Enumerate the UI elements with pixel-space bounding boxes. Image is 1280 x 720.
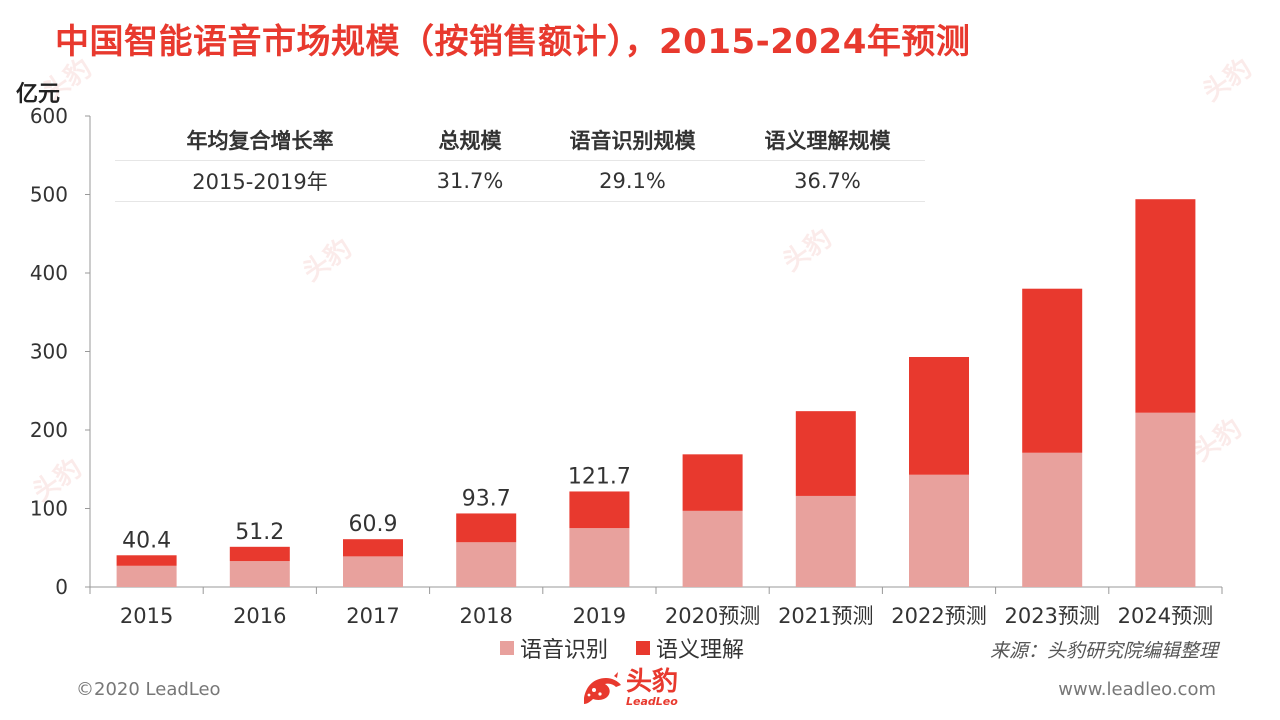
cagr-cell: 36.7%: [794, 169, 861, 193]
bar-semantic-understanding: [1022, 288, 1083, 453]
bar-semantic-understanding: [456, 513, 517, 543]
bar-semantic-understanding: [116, 555, 177, 566]
x-tick-label: 2017: [346, 604, 399, 628]
bar-speech-recognition: [909, 474, 969, 587]
bar-speech-recognition: [456, 542, 517, 587]
bar-total-label: 93.7: [462, 486, 511, 511]
cagr-header: 年均复合增长率: [186, 129, 334, 153]
x-tick-label: 2018: [459, 604, 512, 628]
x-tick-label: 2023预测: [1004, 604, 1099, 628]
bar-speech-recognition: [229, 561, 290, 587]
bar-semantic-understanding: [795, 411, 856, 496]
chart-legend: 语音识别 语义理解: [500, 632, 772, 664]
bar-speech-recognition: [682, 510, 743, 587]
legend-swatch: [636, 641, 651, 655]
x-tick-label: 2019: [573, 604, 626, 628]
legend-item-semantic-understanding: 语义理解: [636, 632, 744, 664]
x-tick-label: 2021预测: [778, 604, 873, 628]
bar-speech-recognition: [795, 495, 856, 587]
y-tick-label: 500: [30, 183, 68, 207]
cagr-header-row: 年均复合增长率 总规模 语音识别规模 语义理解规模: [115, 120, 925, 161]
y-tick-label: 200: [30, 418, 68, 442]
x-tick-label: 2022预测: [891, 604, 986, 628]
bar-semantic-understanding: [1135, 199, 1196, 413]
bar-speech-recognition: [1135, 412, 1196, 587]
bar-semantic-understanding: [682, 454, 743, 511]
y-tick-label: 400: [30, 261, 68, 285]
cagr-cell: 31.7%: [436, 169, 504, 193]
bar-total-label: 51.2: [235, 520, 284, 545]
page-title: 中国智能语音市场规模（按销售额计），2015-2024年预测: [55, 22, 971, 62]
bar-total-label: 60.9: [349, 512, 398, 537]
legend-item-speech-recognition: 语音识别: [500, 632, 608, 664]
bar-total-label: 40.4: [122, 528, 171, 553]
bar-total-label: 121.7: [568, 464, 631, 489]
legend-swatch: [500, 641, 514, 655]
source-note: 来源：头豹研究院编辑整理: [989, 640, 1218, 662]
bar-speech-recognition: [1022, 452, 1083, 587]
bar-speech-recognition: [116, 565, 177, 587]
x-tick-label: 2020预测: [665, 604, 760, 628]
x-tick-label: 2016: [233, 604, 286, 628]
y-tick-label: 0: [55, 575, 68, 599]
bar-semantic-understanding: [909, 356, 969, 475]
website-link[interactable]: www.leadleo.com: [1058, 679, 1216, 700]
cagr-cell: 29.1%: [599, 169, 666, 193]
y-tick-label: 600: [30, 104, 68, 128]
bar-semantic-understanding: [569, 491, 630, 529]
x-tick-label: 2015: [120, 604, 173, 628]
leopard-logo-icon: [584, 672, 621, 704]
bar-semantic-understanding: [229, 546, 290, 562]
bar-semantic-understanding: [343, 539, 403, 557]
logo-text: 头豹: [626, 667, 679, 697]
x-tick-label: 2024预测: [1118, 604, 1213, 628]
y-tick-label: 100: [30, 497, 68, 521]
copyright: ©2020 LeadLeo: [76, 679, 221, 700]
leadleo-logo: 头豹 LeadLeo: [580, 668, 678, 708]
cagr-header: 语音识别规模: [569, 129, 696, 153]
y-tick-label: 300: [30, 340, 68, 364]
cagr-header: 总规模: [438, 129, 502, 153]
bar-speech-recognition: [343, 556, 403, 587]
cagr-cell: 2015-2019年: [192, 170, 328, 194]
cagr-header: 语义理解规模: [764, 129, 891, 153]
legend-label: 语音识别: [520, 638, 609, 663]
logo-subtext: LeadLeo: [626, 695, 678, 708]
bar-speech-recognition: [569, 528, 630, 587]
y-axis-unit: 亿元: [16, 82, 61, 107]
cagr-table: 年均复合增长率 总规模 语音识别规模 语义理解规模 2015-2019年 31.…: [115, 120, 925, 202]
cagr-value-row: 2015-2019年 31.7% 29.1% 36.7%: [115, 161, 925, 202]
legend-label: 语义理解: [656, 638, 745, 663]
